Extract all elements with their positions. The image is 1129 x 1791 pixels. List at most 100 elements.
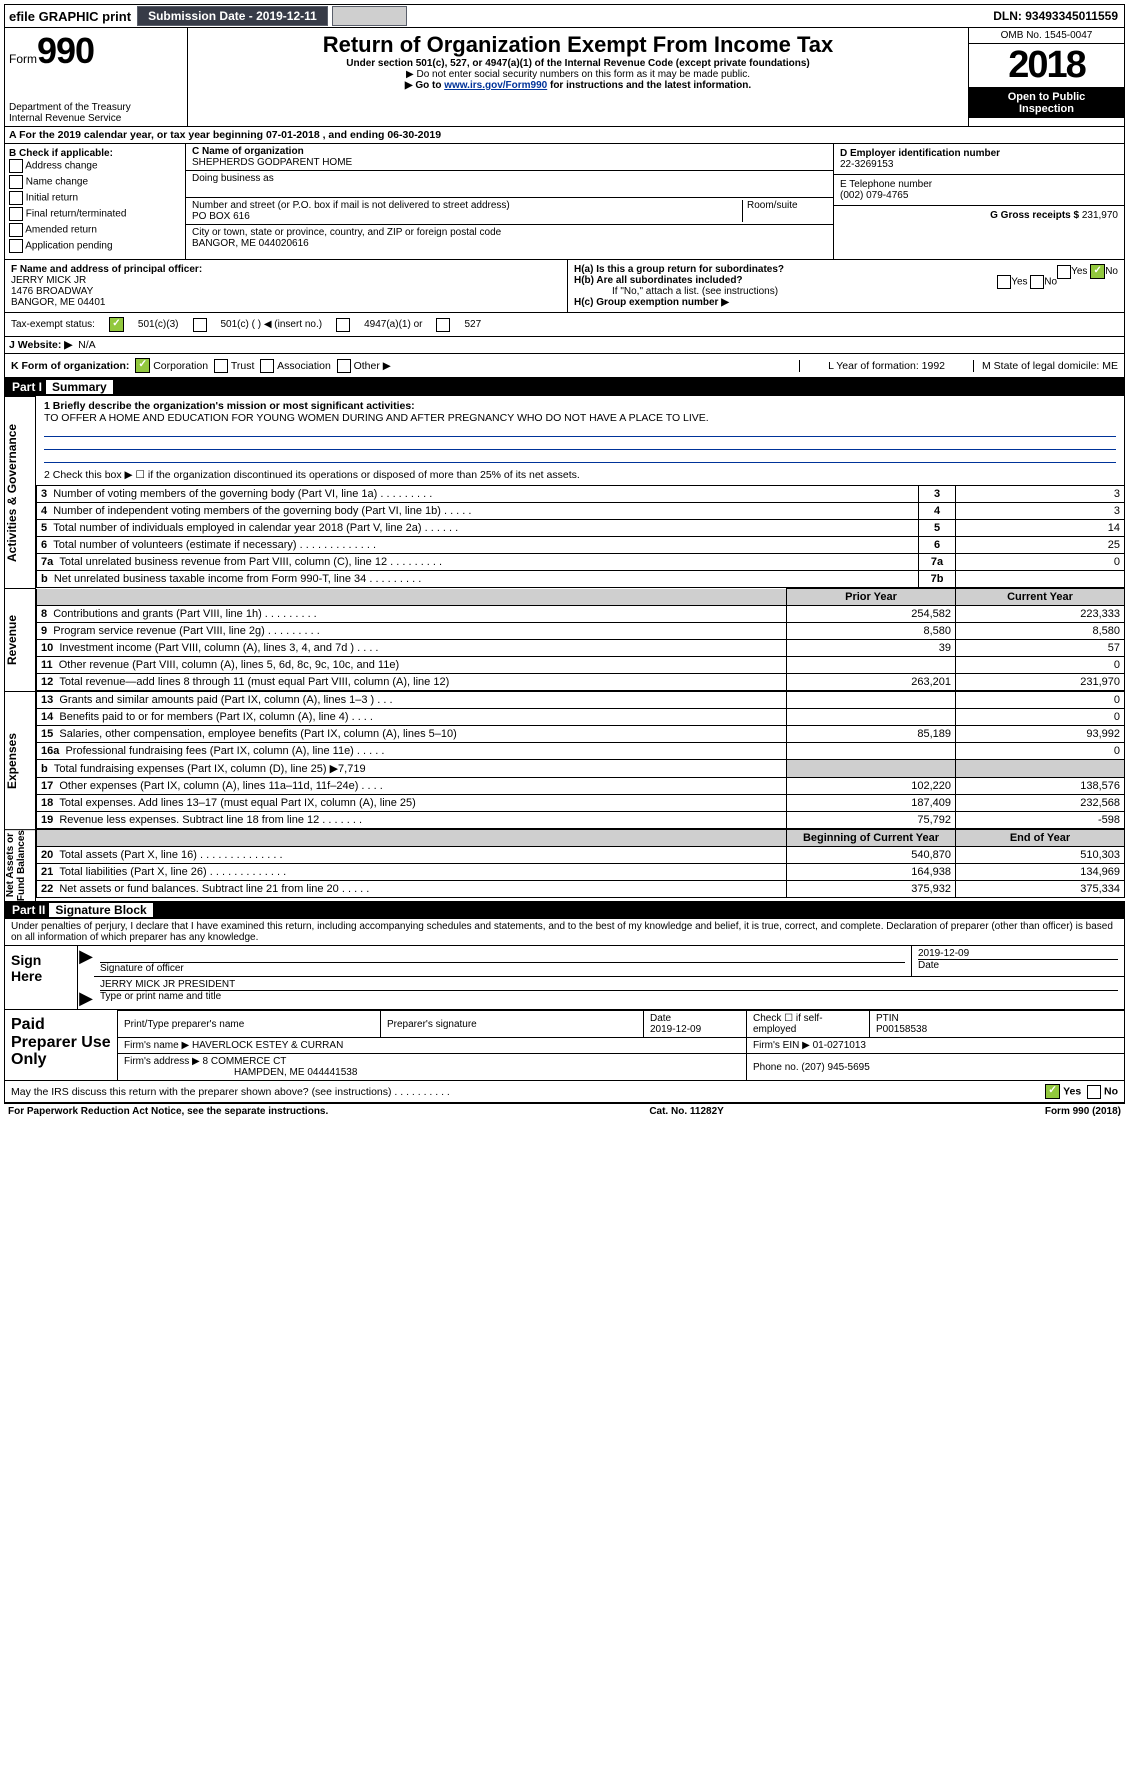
section-i: Tax-exempt status: ✓ 501(c)(3) 501(c) ( … [4, 313, 1125, 337]
row-klm: K Form of organization: ✓ Corporation Tr… [4, 354, 1125, 378]
ck-amended[interactable]: Amended return [9, 223, 181, 237]
table-row-desc: 11 Other revenue (Part VIII, column (A),… [37, 657, 787, 674]
form-ref: Form 990 (2018) [1045, 1106, 1121, 1117]
gov-row-lab: 7b [919, 571, 956, 588]
ck-corporation[interactable]: ✓ [135, 358, 150, 373]
table-row-current: 0 [956, 657, 1125, 674]
submission-date-button[interactable]: Submission Date - 2019-12-11 [137, 6, 328, 26]
firm-ein-label: Firm's EIN ▶ [753, 1040, 810, 1051]
gov-row-val: 14 [956, 520, 1125, 537]
box-c: C Name of organization SHEPHERDS GODPARE… [185, 144, 834, 259]
website-label: J Website: ▶ [9, 339, 72, 351]
preparer-sig-label: Preparer's signature [381, 1011, 644, 1038]
gross-value: 231,970 [1082, 210, 1118, 221]
table-row-prior: 39 [787, 640, 956, 657]
firm-name-label: Firm's name ▶ [124, 1040, 189, 1051]
firm-addr2: HAMPDEN, ME 044441538 [124, 1067, 357, 1078]
hdr-boc: Beginning of Current Year [787, 830, 956, 847]
ck-association[interactable] [260, 359, 274, 373]
gov-row-desc: 7a Total unrelated business revenue from… [37, 554, 919, 571]
self-employed-check[interactable]: Check ☐ if self-employed [747, 1011, 870, 1038]
ck-final-return[interactable]: Final return/terminated [9, 207, 181, 221]
section-bg: B Check if applicable: Address change Na… [4, 144, 1125, 260]
ck-initial-return[interactable]: Initial return [9, 191, 181, 205]
table-row-prior: 85,189 [787, 726, 956, 743]
tax-exempt-label: Tax-exempt status: [11, 319, 95, 330]
prep-date-label: Date [650, 1013, 671, 1024]
table-row-desc: 12 Total revenue—add lines 8 through 11 … [37, 674, 787, 691]
omb-number: OMB No. 1545-0047 [969, 28, 1124, 44]
discuss-yes[interactable]: ✓ [1045, 1084, 1060, 1099]
sig-date-label: Date [918, 959, 1118, 971]
gov-row-desc: 6 Total number of volunteers (estimate i… [37, 537, 919, 554]
org-name-label: C Name of organization [192, 146, 827, 157]
side-governance: Activities & Governance [4, 396, 36, 588]
ein-value: 22-3269153 [840, 159, 1118, 170]
sign-arrow-icon: ▶▶ [77, 946, 94, 1009]
gov-row-desc: 3 Number of voting members of the govern… [37, 486, 919, 503]
table-row-current: 0 [956, 743, 1125, 760]
gross-label: G Gross receipts $ [990, 210, 1079, 221]
discuss-no[interactable] [1087, 1085, 1101, 1099]
ck-501c[interactable] [193, 318, 207, 332]
hc-label: H(c) Group exemption number ▶ [574, 297, 729, 308]
ck-other[interactable] [337, 359, 351, 373]
tax-year: 2018 [969, 44, 1124, 87]
officer-addr1: 1476 BROADWAY [11, 286, 561, 297]
table-row-desc: 21 Total liabilities (Part X, line 26) .… [37, 864, 787, 881]
penalty-text: Under penalties of perjury, I declare th… [4, 919, 1125, 946]
table-row-current: 57 [956, 640, 1125, 657]
hb-label: H(b) Are all subordinates included? [574, 275, 743, 286]
gov-row-val: 0 [956, 554, 1125, 571]
gov-row-val: 3 [956, 486, 1125, 503]
part-ii-header: Part IISignature Block [4, 901, 1125, 919]
city-label: City or town, state or province, country… [192, 227, 827, 238]
ein-label: D Employer identification number [840, 148, 1118, 159]
hb-no[interactable] [1030, 275, 1044, 289]
box-h: H(a) Is this a group return for subordin… [568, 260, 1124, 312]
table-row-prior: 263,201 [787, 674, 956, 691]
ck-501c3[interactable]: ✓ [109, 317, 124, 332]
table-row-prior: 164,938 [787, 864, 956, 881]
ha-no[interactable]: ✓ [1090, 264, 1105, 279]
org-name: SHEPHERDS GODPARENT HOME [192, 157, 827, 168]
efile-label: efile GRAPHIC print [5, 9, 135, 24]
table-row-desc: 17 Other expenses (Part IX, column (A), … [37, 778, 787, 795]
irs-link[interactable]: www.irs.gov/Form990 [444, 80, 547, 91]
table-row-desc: 14 Benefits paid to or for members (Part… [37, 709, 787, 726]
sign-here-label: Sign Here [5, 946, 77, 1009]
box-m: M State of legal domicile: ME [973, 360, 1118, 372]
box-l: L Year of formation: 1992 [799, 360, 973, 372]
table-row-desc: 22 Net assets or fund balances. Subtract… [37, 881, 787, 898]
table-row-prior: 75,792 [787, 812, 956, 829]
dln-label: DLN: 93493345011559 [993, 9, 1124, 23]
ck-trust[interactable] [214, 359, 228, 373]
table-row-prior [787, 709, 956, 726]
table-row-current: 138,576 [956, 778, 1125, 795]
gov-row-val: 3 [956, 503, 1125, 520]
officer-addr2: BANGOR, ME 04401 [11, 297, 561, 308]
sig-type-label: Type or print name and title [100, 990, 1118, 1002]
ha-yes[interactable] [1057, 265, 1071, 279]
subtitle-3: ▶ Go to www.irs.gov/Form990 for instruct… [194, 80, 962, 91]
gov-row-lab: 3 [919, 486, 956, 503]
gov-row-val: 25 [956, 537, 1125, 554]
table-row-desc: 9 Program service revenue (Part VIII, li… [37, 623, 787, 640]
gov-row-lab: 6 [919, 537, 956, 554]
hb-yes[interactable] [997, 275, 1011, 289]
line-2: 2 Check this box ▶ ☐ if the organization… [44, 469, 1116, 481]
ck-name-change[interactable]: Name change [9, 175, 181, 189]
ck-address-change[interactable]: Address change [9, 159, 181, 173]
box-b: B Check if applicable: Address change Na… [5, 144, 185, 259]
summary-section: Activities & Governance 1 Briefly descri… [4, 396, 1125, 588]
table-row-prior [787, 692, 956, 709]
firm-phone-label: Phone no. [753, 1062, 799, 1073]
table-row-desc: 8 Contributions and grants (Part VIII, l… [37, 606, 787, 623]
ck-application-pending[interactable]: Application pending [9, 239, 181, 253]
ck-527[interactable] [436, 318, 450, 332]
expense-table: 13 Grants and similar amounts paid (Part… [36, 691, 1125, 829]
gov-table: 3 Number of voting members of the govern… [36, 485, 1125, 588]
blank-button[interactable] [332, 6, 407, 26]
gov-row-desc: 4 Number of independent voting members o… [37, 503, 919, 520]
ck-4947[interactable] [336, 318, 350, 332]
